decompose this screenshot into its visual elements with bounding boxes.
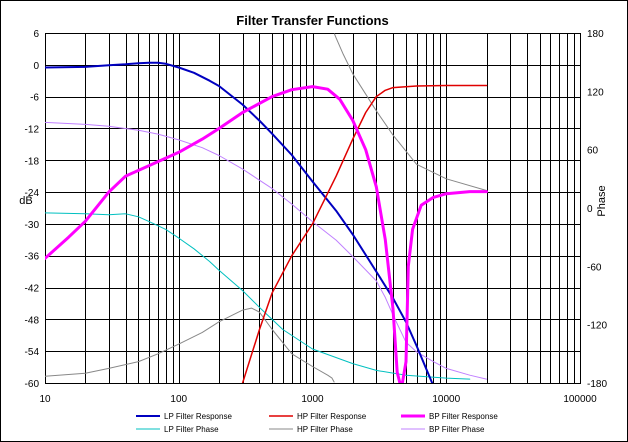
series-hp-filter-phase xyxy=(45,33,487,383)
y-tick-label: -54 xyxy=(25,347,40,358)
series-line xyxy=(45,85,488,383)
y-tick-label: -6 xyxy=(30,93,39,104)
legend-label: HP Filter Response xyxy=(297,412,367,421)
x-tick-label: 100 xyxy=(170,394,187,405)
grid xyxy=(45,33,580,383)
y2-tick-label: 180 xyxy=(587,29,604,40)
series-hp-filter-response xyxy=(241,84,488,383)
legend-label: LP Filter Response xyxy=(164,412,232,421)
series-line xyxy=(241,84,488,383)
series-line xyxy=(45,212,471,380)
x-tick-label: 1000 xyxy=(301,394,324,405)
plot-area xyxy=(45,33,580,383)
series-lp-filter-phase xyxy=(45,212,471,380)
plot-frame xyxy=(45,33,581,384)
x-tick-label: 100000 xyxy=(563,394,597,405)
y2-axis-label: Phase xyxy=(596,185,608,216)
y2-tick-label: 60 xyxy=(587,146,599,157)
x-tick-label: 10 xyxy=(39,394,51,405)
y-tick-label: -60 xyxy=(25,379,40,390)
series-group xyxy=(45,33,488,383)
series-line xyxy=(45,307,335,383)
legend-label: LP Filter Phase xyxy=(164,425,219,434)
y2-tick-label: -60 xyxy=(587,262,602,273)
y-tick-label: -30 xyxy=(25,220,40,231)
y-tick-label: -42 xyxy=(25,284,40,295)
y2-tick-label: 120 xyxy=(587,87,604,98)
y2-tick-label: -180 xyxy=(587,379,607,390)
series-line xyxy=(334,33,487,191)
y2-tick-label: -120 xyxy=(587,321,607,332)
series-bp-filter-response xyxy=(45,85,488,383)
legend-label: BP Filter Phase xyxy=(429,425,485,434)
legend-label: HP Filter Phase xyxy=(297,425,353,434)
y-tick-label: 6 xyxy=(33,29,39,40)
legend-label: BP Filter Response xyxy=(429,412,498,421)
y-tick-label: -36 xyxy=(25,252,40,263)
y-axis-label: dB xyxy=(19,195,32,207)
y-tick-label: -12 xyxy=(25,124,40,135)
y2-tick-label: 0 xyxy=(587,204,593,215)
y-tick-label: -24 xyxy=(25,188,40,199)
x-tick-label: 10000 xyxy=(432,394,460,405)
chart-title: Filter Transfer Functions xyxy=(236,13,388,28)
y-tick-label: -48 xyxy=(25,315,40,326)
y-tick-label: -18 xyxy=(25,156,40,167)
y-tick-label: 0 xyxy=(33,61,39,72)
